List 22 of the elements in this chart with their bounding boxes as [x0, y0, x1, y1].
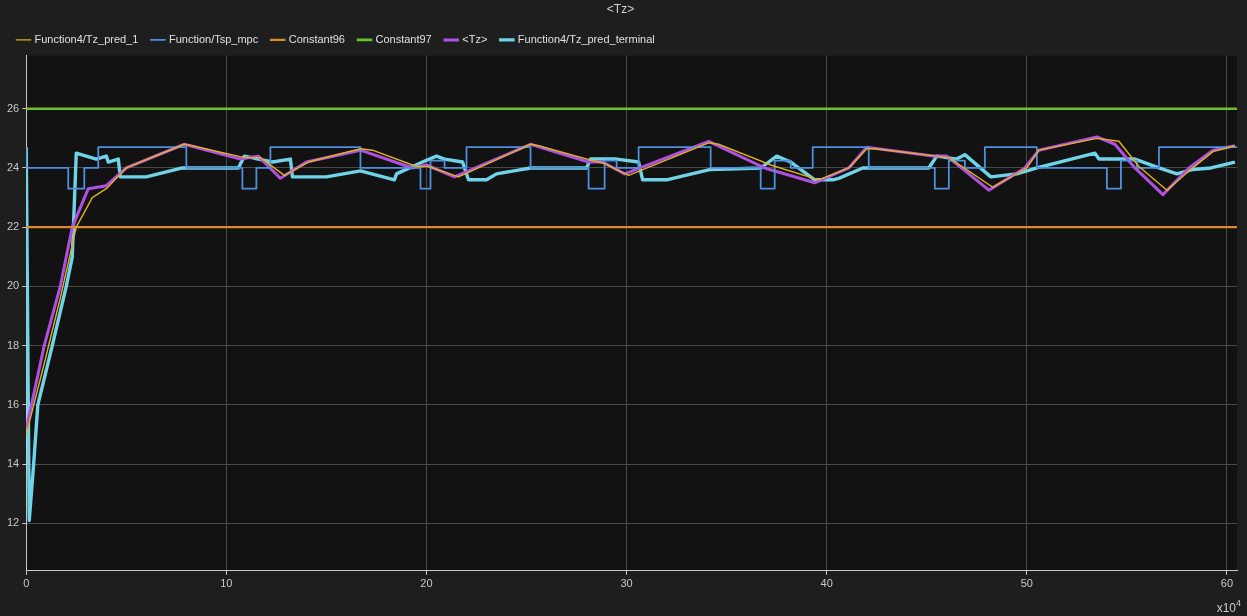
legend-label: <Tz> — [462, 32, 488, 45]
x-tick-label: 20 — [420, 577, 433, 590]
legend-label: Function4/Tz_pred_1 — [34, 32, 139, 45]
y-tick-label: 14 — [6, 457, 20, 470]
y-tick-label: 24 — [6, 160, 20, 173]
y-tick-label: 26 — [6, 101, 20, 114]
chart-title: <Tz> — [606, 1, 635, 16]
legend-label: Function/Tsp_mpc — [168, 32, 259, 45]
legend-label: Constant96 — [288, 32, 345, 45]
x-tick-label: 30 — [620, 577, 633, 590]
y-tick-label: 22 — [6, 220, 20, 233]
y-tick-label: 18 — [6, 338, 20, 351]
y-tick-label: 12 — [6, 516, 20, 529]
x-tick-label: 60 — [1220, 577, 1234, 590]
legend-label: Constant97 — [375, 32, 432, 45]
x-tick-label: 50 — [1020, 577, 1033, 590]
x-tick-label: 40 — [820, 577, 833, 590]
y-tick-label: 16 — [6, 397, 20, 410]
x-tick-label: 0 — [23, 577, 30, 590]
x-tick-label: 10 — [220, 577, 233, 590]
y-tick-label: 20 — [6, 279, 20, 292]
legend-label: Function4/Tz_pred_terminal — [517, 32, 655, 45]
